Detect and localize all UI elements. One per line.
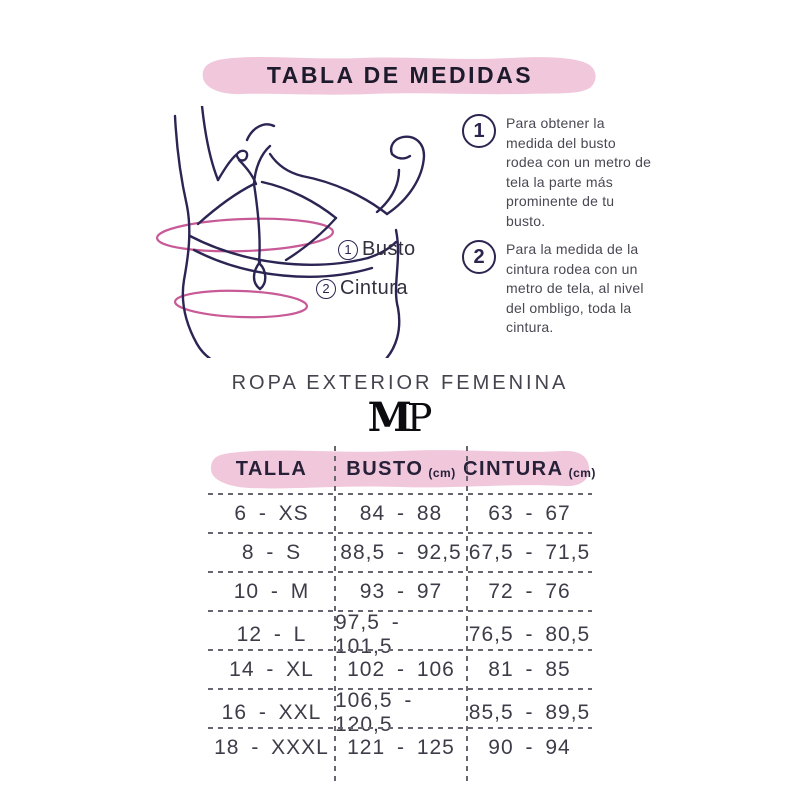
torso-line-art <box>173 104 426 362</box>
column-header-busto-label: BUSTO <box>346 457 424 480</box>
cell-talla: 16 - XXL <box>221 701 322 724</box>
cell-talla: 6 - XS <box>234 501 309 525</box>
column-divider-2 <box>466 446 468 781</box>
instruction-1-number-circle: 1 <box>462 114 496 148</box>
table-row: 14 - XL 102 - 106 81 - 85 <box>208 650 592 690</box>
bust-callout-label: Busto <box>362 238 416 260</box>
cell-cintura: 85,5 - 89,5 <box>468 701 591 724</box>
title-banner: TABLA DE MEDIDAS <box>200 52 600 98</box>
cell-cintura: 90 - 94 <box>488 735 571 759</box>
instruction-item-2: 2 Para la medida de la cintura rodea con… <box>462 240 656 338</box>
column-header-talla: TALLA <box>208 444 335 494</box>
measurement-guide: 1 Busto 2 Cintura 1 Para obtener la medi… <box>144 104 656 362</box>
table-row: 18 - XXXL 121 - 125 90 - 94 <box>208 728 592 767</box>
bust-ellipse <box>155 217 335 253</box>
figure-illustration: 1 Busto 2 Cintura <box>144 104 456 362</box>
cell-busto: 84 - 88 <box>359 501 443 525</box>
instruction-item-1: 1 Para obtener la medida del busto rodea… <box>462 114 656 231</box>
instruction-2-text: Para la medida de la cintura rodea con u… <box>506 241 644 335</box>
cell-busto: 121 - 125 <box>347 735 455 759</box>
busto-unit-label: (cm) <box>428 465 456 480</box>
column-header-cintura-label: CINTURA <box>463 457 564 480</box>
cell-talla: 10 - M <box>233 579 310 603</box>
waist-callout-label: Cintura <box>340 277 408 299</box>
logo-letter-p: P <box>406 396 433 440</box>
instructions-panel: 1 Para obtener la medida del busto rodea… <box>456 106 656 358</box>
table-row: 8 - S 88,5 - 92,5 67,5 - 71,5 <box>208 533 592 573</box>
waist-callout: 2 Cintura <box>316 277 408 300</box>
table-grid: TALLA BUSTO (cm) CINTURA (cm) 6 - XS 84 - … <box>208 444 595 767</box>
cell-busto: 106,5 - 120,5 <box>335 689 413 736</box>
column-header-busto: BUSTO (cm) <box>335 444 467 494</box>
column-divider-1 <box>334 446 336 781</box>
cell-busto: 102 - 106 <box>347 657 455 681</box>
bust-number-circle: 1 <box>338 239 358 260</box>
table-row: 6 - XS 84 - 88 63 - 67 <box>208 494 592 534</box>
bust-callout: 1 Busto <box>338 238 416 261</box>
table-header-blob <box>211 450 590 489</box>
title-blob-shape <box>202 56 596 95</box>
cell-cintura: 67,5 - 71,5 <box>468 540 591 564</box>
cell-cintura: 81 - 85 <box>488 657 571 681</box>
logo-letter-m: M <box>367 394 412 441</box>
cell-talla: 14 - XL <box>229 657 314 681</box>
section-title: ROPA EXTERIOR FEMENINA <box>231 372 569 394</box>
cell-busto: 93 - 97 <box>359 579 443 603</box>
cell-talla: 8 - S <box>241 540 302 564</box>
size-table: TALLA BUSTO (cm) CINTURA (cm) 6 - XS 84 - … <box>208 444 595 781</box>
table-row: 16 - XXL 106,5 - 120,5 85,5 - 89,5 <box>208 689 592 736</box>
column-header-cintura: CINTURA (cm) <box>463 444 595 494</box>
cell-busto: 88,5 - 92,5 <box>340 540 462 564</box>
cell-talla: 12 - L <box>236 623 307 646</box>
cell-busto: 97,5 - 101,5 <box>335 611 400 658</box>
torso-sketch <box>155 104 426 362</box>
cell-cintura: 76,5 - 80,5 <box>468 623 591 646</box>
cell-cintura: 72 - 76 <box>488 579 571 603</box>
table-row: 12 - L 97,5 - 101,5 76,5 - 80,5 <box>208 611 592 658</box>
table-row: 10 - M 93 - 97 72 - 76 <box>208 572 592 612</box>
cell-cintura: 63 - 67 <box>488 501 571 525</box>
brand-monogram: MP <box>144 398 656 440</box>
waist-number-circle: 2 <box>316 278 336 299</box>
table-header-row: TALLA BUSTO (cm) CINTURA (cm) <box>208 444 595 495</box>
waist-ellipse <box>173 289 309 319</box>
page-title: TABLA DE MEDIDAS <box>266 61 534 88</box>
cell-talla: 18 - XXXL <box>214 735 329 759</box>
cintura-unit-label: (cm) <box>568 465 596 480</box>
instruction-2-number-circle: 2 <box>462 240 496 274</box>
page: TABLA DE MEDIDAS <box>144 0 656 781</box>
column-header-talla-label: TALLA <box>235 457 308 480</box>
instruction-1-text: Para obtener la medida del busto rodea c… <box>506 115 652 229</box>
